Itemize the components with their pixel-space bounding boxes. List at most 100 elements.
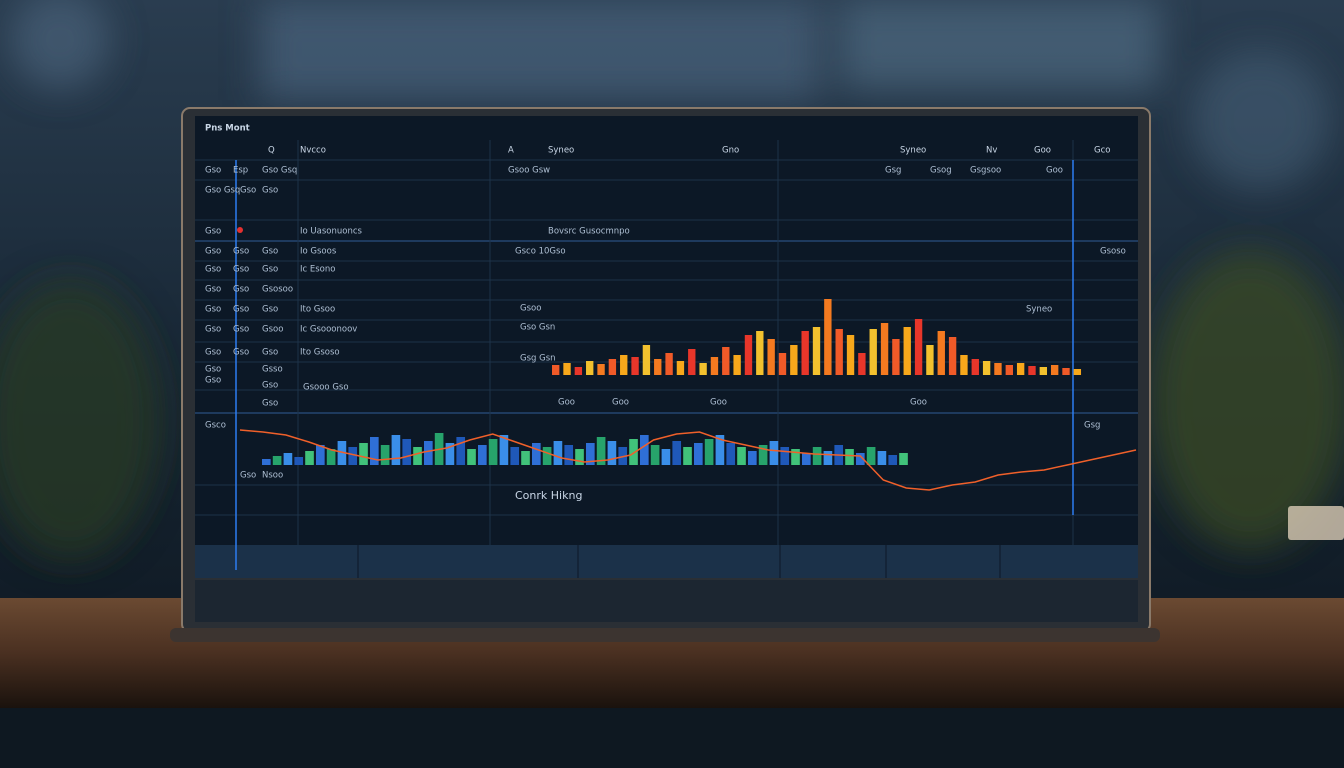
bar xyxy=(699,363,707,375)
volume-bar xyxy=(316,445,325,465)
volume-bar xyxy=(467,449,476,465)
row-label: Gsooo Gso xyxy=(303,383,349,393)
volume-bar xyxy=(683,447,692,465)
row-label: Ito Gsoo xyxy=(300,305,335,315)
bar xyxy=(733,355,741,375)
volume-bar xyxy=(586,443,595,465)
bezel xyxy=(195,580,1138,622)
bar xyxy=(1039,367,1048,375)
volume-bar xyxy=(812,447,822,465)
bar xyxy=(960,355,968,375)
volume-bar xyxy=(748,451,757,465)
volume-bar xyxy=(888,455,898,465)
plant-tag xyxy=(1288,506,1344,540)
header-label: Syneo xyxy=(548,146,574,156)
header-label: Q xyxy=(268,146,275,156)
floor xyxy=(0,708,1344,768)
panel-label: Gsg xyxy=(1084,421,1100,431)
row-label: Gso xyxy=(240,186,256,196)
row-label: Nsoo xyxy=(262,471,283,481)
row-label: Gso xyxy=(205,325,221,335)
bar xyxy=(563,363,571,375)
row-label: Gso xyxy=(233,348,249,358)
volume-bar xyxy=(726,443,736,465)
bar xyxy=(608,359,617,375)
bar xyxy=(1073,369,1082,375)
panel-label: Syneo xyxy=(1026,305,1052,315)
header-label: Gno xyxy=(722,146,739,156)
volume-bar xyxy=(791,449,800,465)
bar xyxy=(778,353,787,375)
volume-bar xyxy=(780,447,790,465)
bar xyxy=(948,337,957,375)
panel-label: Conrk Hikng xyxy=(515,489,582,502)
row-label: Gso xyxy=(233,285,249,295)
volume-bar xyxy=(326,449,336,465)
volume-bar xyxy=(456,437,466,465)
footer-bar xyxy=(195,545,1138,578)
row-label: Gso xyxy=(262,186,278,196)
volume-bar xyxy=(758,445,768,465)
volume-bar xyxy=(575,449,584,465)
volume-bar xyxy=(370,437,379,465)
row-label: Gso xyxy=(205,305,221,315)
row-label: Io Gsoos xyxy=(300,247,337,257)
bar xyxy=(835,329,843,375)
panel-label: Gsoo Gsw xyxy=(508,166,550,176)
bar xyxy=(858,353,866,375)
volume-bar xyxy=(348,447,358,465)
volume-bar xyxy=(694,443,703,465)
panel-label: Gsoo xyxy=(520,304,541,314)
volume-bar xyxy=(596,437,606,465)
bar xyxy=(846,335,855,375)
row-label: Gso xyxy=(205,365,221,375)
bar xyxy=(801,331,809,375)
volume-bar xyxy=(413,447,422,465)
volume-bar xyxy=(856,453,865,465)
row-label: Gso xyxy=(240,471,256,481)
bar xyxy=(869,329,877,375)
row-label: Gso xyxy=(262,265,278,275)
panel-label: Bovsrc Gusocmnpo xyxy=(548,227,630,237)
row-label: Gso xyxy=(233,247,249,257)
trend-line xyxy=(239,429,1137,491)
volume-bar xyxy=(521,451,530,465)
bar xyxy=(620,355,628,375)
bar xyxy=(937,331,945,375)
row-label: Gsosoo xyxy=(262,285,293,295)
bar xyxy=(926,345,934,375)
volume-bar xyxy=(510,447,520,465)
bar xyxy=(756,331,764,375)
row-label: Ito Gsoso xyxy=(300,348,340,358)
row-label: Gsoo xyxy=(262,325,283,335)
volume-bar xyxy=(704,439,714,465)
row-label: Gsso xyxy=(262,365,283,375)
bar xyxy=(1005,365,1013,375)
panel-label: Goo xyxy=(710,398,727,408)
bar xyxy=(767,339,775,375)
bar xyxy=(812,327,821,375)
volume-bar xyxy=(769,441,779,465)
panel-label: Gsog xyxy=(930,166,952,176)
header-label: Gco xyxy=(1094,146,1110,156)
volume-bar xyxy=(402,439,412,465)
header-label: Syneo xyxy=(900,146,926,156)
bar xyxy=(1028,366,1036,375)
row-label: Gso xyxy=(205,348,221,358)
row-label: Gso xyxy=(205,166,221,176)
header-label: Nv xyxy=(986,146,997,156)
row-label: Gso xyxy=(233,265,249,275)
bar xyxy=(994,363,1002,375)
volume-bar xyxy=(877,451,887,465)
bar xyxy=(597,364,605,375)
bar xyxy=(574,367,583,375)
panel-label: Goo xyxy=(1046,166,1063,176)
bar xyxy=(688,349,696,375)
volume-bar xyxy=(359,443,368,465)
status-dot xyxy=(237,227,243,233)
row-label: Gso xyxy=(262,399,278,409)
volume-bar xyxy=(262,459,271,465)
row-label: Esp xyxy=(233,166,248,176)
row-label: Gso Gsq xyxy=(205,186,240,196)
